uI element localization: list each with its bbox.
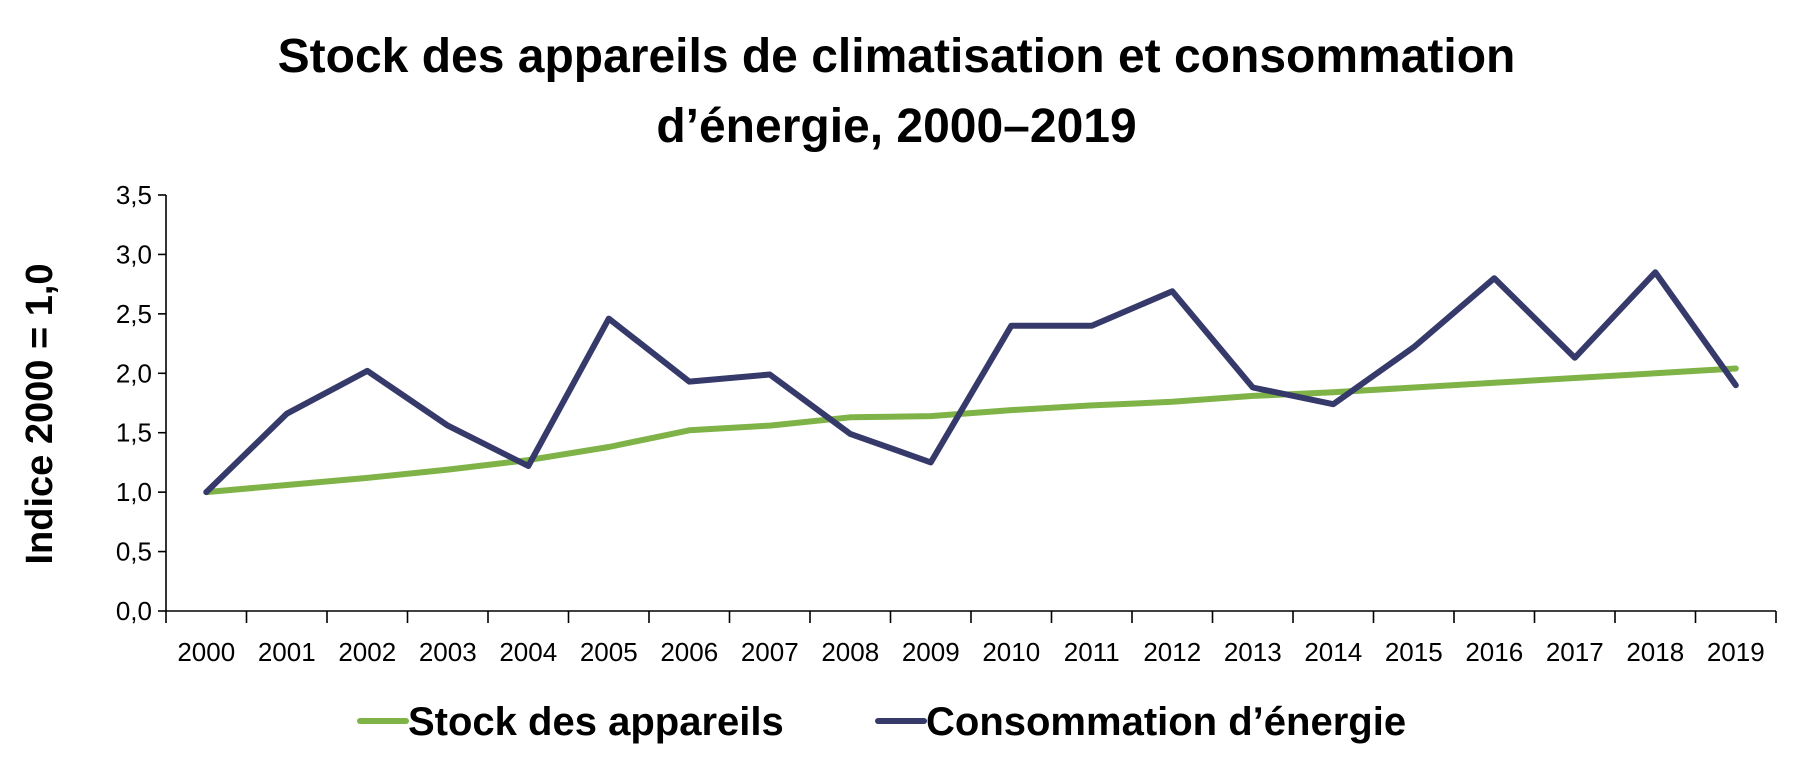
- x-tick-label: 2002: [338, 637, 396, 667]
- x-tick-label: 2009: [902, 637, 960, 667]
- x-tick-label: 2016: [1465, 637, 1523, 667]
- y-tick-label: 3,5: [116, 180, 152, 210]
- x-tick-label: 2006: [660, 637, 718, 667]
- x-tick-label: 2003: [419, 637, 477, 667]
- x-tick-label: 2019: [1707, 637, 1765, 667]
- x-tick-label: 2000: [177, 637, 235, 667]
- legend-label: Consommation d’énergie: [926, 700, 1406, 744]
- series-line-consommation-energie: [203, 269, 1739, 496]
- legend: Stock des appareils Consommation d’énergi…: [357, 700, 1406, 744]
- x-tick-label: 2011: [1064, 637, 1120, 667]
- x-tick-label: 2010: [982, 637, 1040, 667]
- x-tick-label: 2013: [1224, 637, 1282, 667]
- x-tick-label: 2007: [741, 637, 799, 667]
- x-tick-label: 2015: [1385, 637, 1443, 667]
- y-tick-label: 0,0: [116, 596, 152, 626]
- y-tick-label: 1,0: [116, 477, 152, 507]
- series-line-stock-des-appareils: [203, 365, 1739, 496]
- series-lines: [203, 269, 1739, 496]
- y-axis-label: Indice 2000 = 1,0: [19, 263, 61, 564]
- x-tick-label: 2014: [1304, 637, 1362, 667]
- legend-label: Stock des appareils: [408, 700, 784, 744]
- x-tick-label: 2005: [580, 637, 638, 667]
- y-tick-label: 2,5: [116, 299, 152, 329]
- chart-title-line-2: d’énergie, 2000–2019: [656, 100, 1137, 153]
- x-tick-label: 2012: [1143, 637, 1201, 667]
- y-tick-label: 3,0: [116, 239, 152, 269]
- x-tick-label: 2008: [821, 637, 879, 667]
- axes: 0,0 0,5 1,0 1,5 2,0 2,5 3,0 3,5 2000 2001 2002 2003…: [116, 180, 1777, 667]
- x-tick-label: 2018: [1626, 637, 1684, 667]
- chart-title-line-1: Stock des appareils de climatisation et …: [277, 30, 1516, 83]
- y-tick-label: 2,0: [116, 358, 152, 388]
- y-tick-label: 0,5: [116, 537, 152, 567]
- x-tick-label: 2017: [1546, 637, 1604, 667]
- y-tick-label: 1,5: [116, 418, 152, 448]
- chart-title: Stock des appareils de climatisation et …: [0, 22, 1793, 162]
- x-tick-label: 2001: [258, 637, 316, 667]
- x-tick-label: 2004: [499, 637, 557, 667]
